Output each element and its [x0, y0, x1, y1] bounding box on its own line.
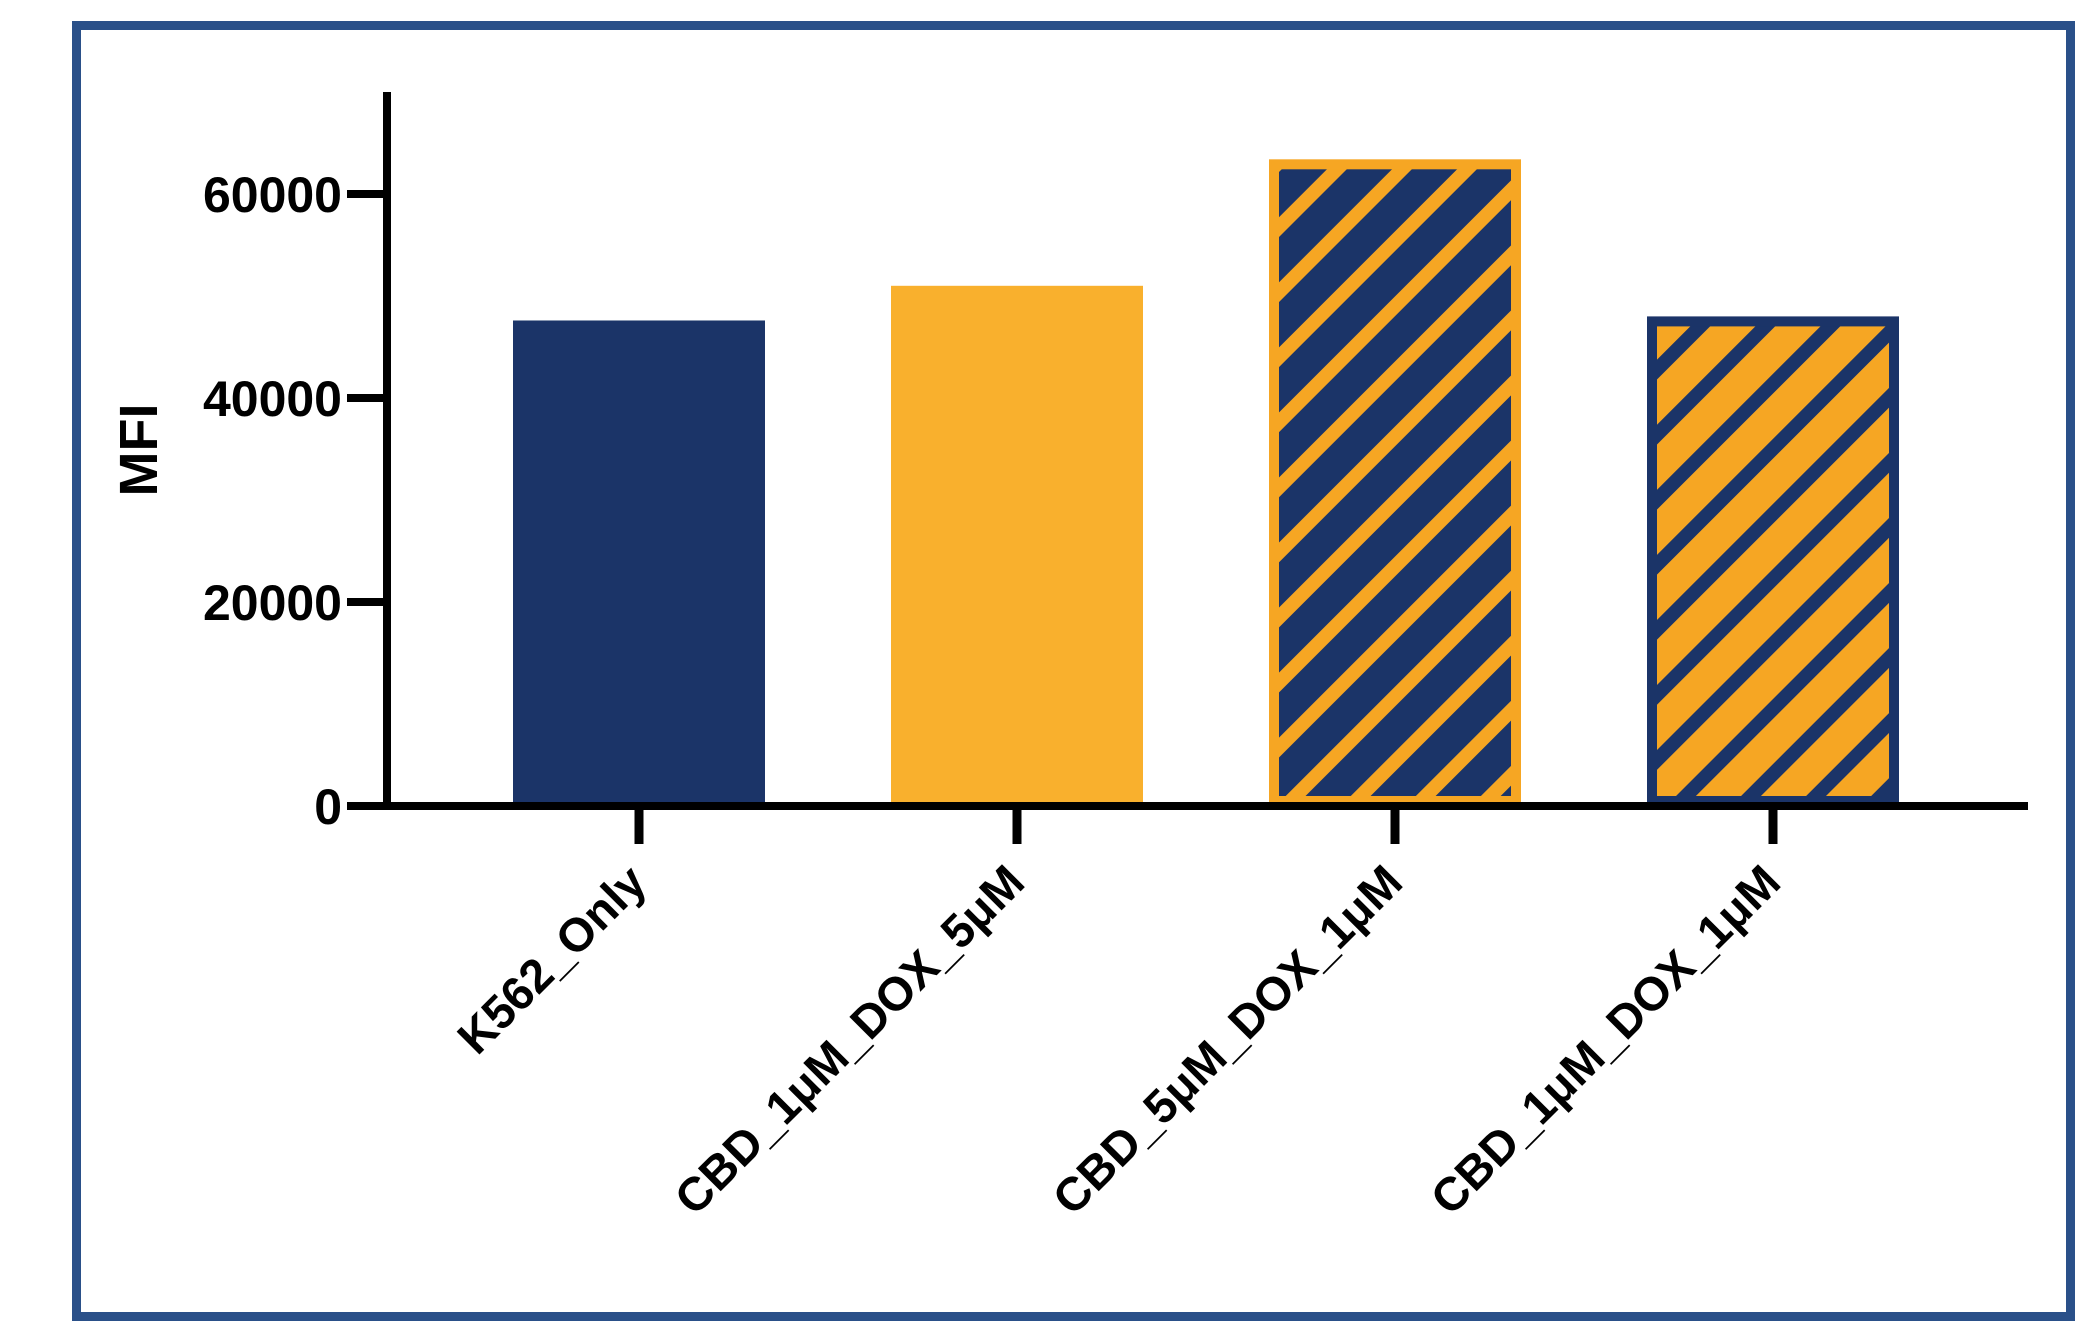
axes-layer: [383, 92, 2028, 810]
y-tick-label: 40000: [203, 371, 342, 427]
bar-3: [1269, 159, 1521, 806]
x-category-label: K562_Only: [447, 855, 656, 1064]
bars-layer: [513, 159, 1899, 806]
y-ticks: 0 20000 40000 60000: [203, 167, 387, 835]
x-category-label: CBD_1μM_DOX_5μM: [664, 855, 1034, 1225]
y-tick-label: 60000: [203, 167, 342, 223]
y-axis-title: MFI: [109, 404, 169, 497]
bar-1: [513, 320, 765, 806]
bar-4: [1647, 316, 1899, 806]
bar-2: [891, 285, 1143, 806]
x-ticks: K562_Only CBD_1μM_DOX_5μM CBD_5μM_DOX_1μM C…: [447, 806, 1790, 1225]
y-tick-label: 20000: [203, 575, 342, 631]
x-category-label: CBD_1μM_DOX_1μM: [1420, 855, 1790, 1225]
bar-chart: 0 20000 40000 60000 K562_Only CBD_1μM_DOX_5μ…: [109, 92, 2028, 1225]
y-tick-label: 0: [314, 779, 342, 835]
x-category-label: CBD_5μM_DOX_1μM: [1042, 855, 1412, 1225]
